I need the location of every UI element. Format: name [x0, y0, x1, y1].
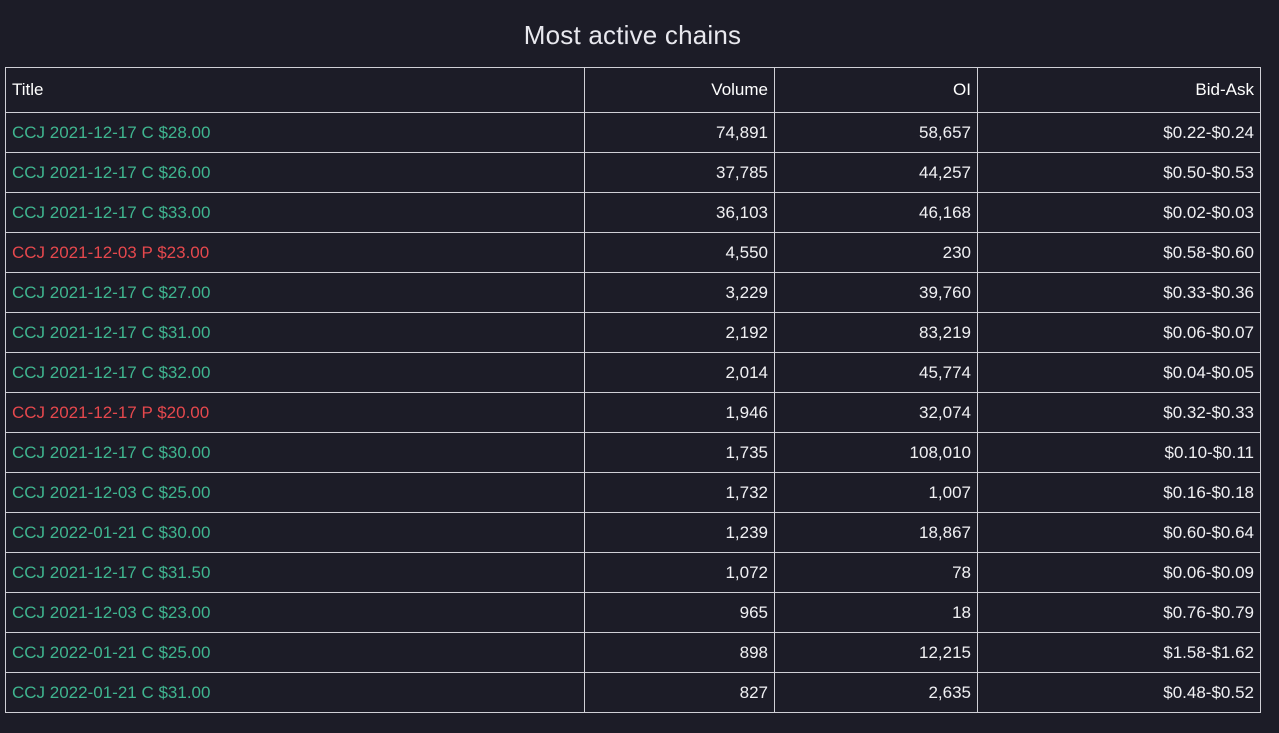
- cell-oi: 2,635: [774, 672, 978, 713]
- cell-title[interactable]: CCJ 2021-12-03 C $23.00: [5, 592, 585, 633]
- cell-oi: 108,010: [774, 432, 978, 473]
- cell-title[interactable]: CCJ 2022-01-21 C $31.00: [5, 672, 585, 713]
- cell-volume: 74,891: [584, 112, 775, 153]
- table-row[interactable]: CCJ 2021-12-03 C $23.00 965 18 $0.76-$0.79: [5, 592, 1261, 633]
- cell-oi: 230: [774, 232, 978, 273]
- cell-oi: 58,657: [774, 112, 978, 153]
- cell-volume: 1,735: [584, 432, 775, 473]
- table-row[interactable]: CCJ 2021-12-03 C $25.00 1,732 1,007 $0.16-$…: [5, 472, 1261, 513]
- cell-volume: 1,239: [584, 512, 775, 553]
- cell-bid-ask: $0.76-$0.79: [977, 592, 1261, 633]
- chains-table: Title Volume OI Bid-Ask CCJ 2021-12-17 C…: [5, 67, 1261, 713]
- column-header-volume[interactable]: Volume: [584, 67, 775, 113]
- column-header-bid-ask[interactable]: Bid-Ask: [977, 67, 1261, 113]
- cell-bid-ask: $0.22-$0.24: [977, 112, 1261, 153]
- cell-volume: 1,946: [584, 392, 775, 433]
- table-row[interactable]: CCJ 2021-12-17 P $20.00 1,946 32,074 $0.32-…: [5, 392, 1261, 433]
- page-title: Most active chains: [523, 20, 742, 50]
- table-row[interactable]: CCJ 2021-12-17 C $28.00 74,891 58,657 $0.22…: [5, 112, 1261, 153]
- cell-oi: 18,867: [774, 512, 978, 553]
- cell-bid-ask: $0.48-$0.52: [977, 672, 1261, 713]
- table-row[interactable]: CCJ 2022-01-21 C $30.00 1,239 18,867 $0.60-…: [5, 512, 1261, 553]
- cell-bid-ask: $0.06-$0.07: [977, 312, 1261, 353]
- cell-oi: 78: [774, 552, 978, 593]
- cell-oi: 44,257: [774, 152, 978, 193]
- column-header-oi[interactable]: OI: [774, 67, 978, 113]
- table-row[interactable]: CCJ 2021-12-17 C $31.00 2,192 83,219 $0.06-…: [5, 312, 1261, 353]
- cell-title[interactable]: CCJ 2021-12-17 C $33.00: [5, 192, 585, 233]
- cell-title[interactable]: CCJ 2022-01-21 C $25.00: [5, 632, 585, 673]
- cell-volume: 2,014: [584, 352, 775, 393]
- table-row[interactable]: CCJ 2021-12-17 C $32.00 2,014 45,774 $0.04-…: [5, 352, 1261, 393]
- cell-volume: 4,550: [584, 232, 775, 273]
- cell-oi: 83,219: [774, 312, 978, 353]
- table-row[interactable]: CCJ 2021-12-17 C $33.00 36,103 46,168 $0.02…: [5, 192, 1261, 233]
- table-header-row: Title Volume OI Bid-Ask: [5, 67, 1261, 113]
- cell-oi: 45,774: [774, 352, 978, 393]
- cell-oi: 12,215: [774, 632, 978, 673]
- cell-title[interactable]: CCJ 2021-12-17 C $31.00: [5, 312, 585, 353]
- cell-bid-ask: $0.10-$0.11: [977, 432, 1261, 473]
- cell-title[interactable]: CCJ 2021-12-17 P $20.00: [5, 392, 585, 433]
- cell-volume: 965: [584, 592, 775, 633]
- cell-title[interactable]: CCJ 2021-12-03 C $25.00: [5, 472, 585, 513]
- cell-oi: 39,760: [774, 272, 978, 313]
- cell-oi: 46,168: [774, 192, 978, 233]
- cell-title[interactable]: CCJ 2021-12-17 C $28.00: [5, 112, 585, 153]
- cell-volume: 898: [584, 632, 775, 673]
- table-row[interactable]: CCJ 2022-01-21 C $25.00 898 12,215 $1.58-$1…: [5, 632, 1261, 673]
- table-row[interactable]: CCJ 2021-12-03 P $23.00 4,550 230 $0.58-$0.…: [5, 232, 1261, 273]
- cell-volume: 1,732: [584, 472, 775, 513]
- cell-volume: 37,785: [584, 152, 775, 193]
- cell-oi: 1,007: [774, 472, 978, 513]
- cell-title[interactable]: CCJ 2021-12-17 C $32.00: [5, 352, 585, 393]
- cell-bid-ask: $0.06-$0.09: [977, 552, 1261, 593]
- cell-oi: 18: [774, 592, 978, 633]
- cell-bid-ask: $0.04-$0.05: [977, 352, 1261, 393]
- cell-title[interactable]: CCJ 2021-12-17 C $30.00: [5, 432, 585, 473]
- cell-title[interactable]: CCJ 2021-12-17 C $31.50: [5, 552, 585, 593]
- table-row[interactable]: CCJ 2022-01-21 C $31.00 827 2,635 $0.48-$0.…: [5, 672, 1261, 713]
- table-row[interactable]: CCJ 2021-12-17 C $27.00 3,229 39,760 $0.33-…: [5, 272, 1261, 313]
- cell-bid-ask: $0.58-$0.60: [977, 232, 1261, 273]
- table-row[interactable]: CCJ 2021-12-17 C $30.00 1,735 108,010 $0.10…: [5, 432, 1261, 473]
- cell-volume: 2,192: [584, 312, 775, 353]
- cell-volume: 36,103: [584, 192, 775, 233]
- cell-title[interactable]: CCJ 2021-12-17 C $26.00: [5, 152, 585, 193]
- cell-title[interactable]: CCJ 2021-12-17 C $27.00: [5, 272, 585, 313]
- table-row[interactable]: CCJ 2021-12-17 C $26.00 37,785 44,257 $0.50…: [5, 152, 1261, 193]
- cell-oi: 32,074: [774, 392, 978, 433]
- cell-bid-ask: $0.32-$0.33: [977, 392, 1261, 433]
- cell-volume: 3,229: [584, 272, 775, 313]
- cell-volume: 827: [584, 672, 775, 713]
- cell-bid-ask: $0.33-$0.36: [977, 272, 1261, 313]
- cell-title[interactable]: CCJ 2022-01-21 C $30.00: [5, 512, 585, 553]
- table-body: CCJ 2021-12-17 C $28.00 74,891 58,657 $0.22…: [5, 112, 1261, 713]
- cell-bid-ask: $0.60-$0.64: [977, 512, 1261, 553]
- cell-bid-ask: $0.16-$0.18: [977, 472, 1261, 513]
- cell-bid-ask: $0.02-$0.03: [977, 192, 1261, 233]
- table-row[interactable]: CCJ 2021-12-17 C $31.50 1,072 78 $0.06-$0.0…: [5, 552, 1261, 593]
- cell-bid-ask: $1.58-$1.62: [977, 632, 1261, 673]
- column-header-title[interactable]: Title: [5, 67, 585, 113]
- cell-bid-ask: $0.50-$0.53: [977, 152, 1261, 193]
- cell-title[interactable]: CCJ 2021-12-03 P $23.00: [5, 232, 585, 273]
- cell-volume: 1,072: [584, 552, 775, 593]
